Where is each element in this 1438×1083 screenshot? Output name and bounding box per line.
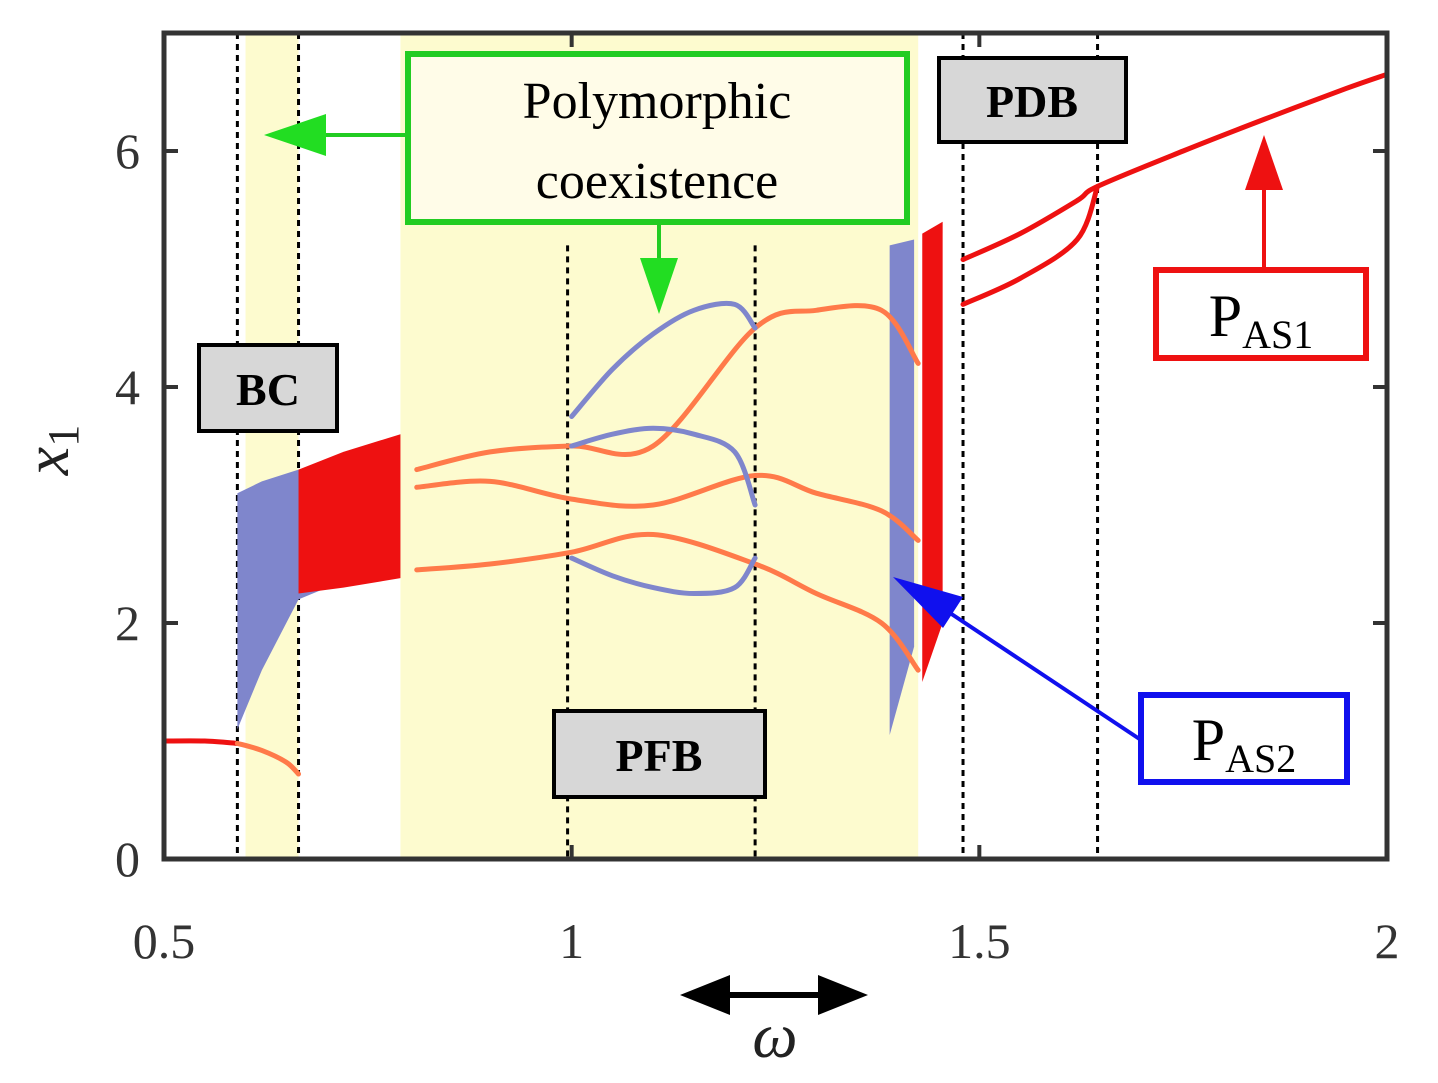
band-p-as1-chaotic-band-2 (922, 221, 943, 683)
pas2-label: PAS2 (1192, 707, 1297, 781)
coexistence-down-arrowhead (640, 258, 678, 314)
x-tick-label: 1 (559, 913, 584, 969)
y-axis-label-sub: 1 (39, 425, 88, 447)
series-orange-lower (414, 531, 921, 673)
series-blue-loop-lower (569, 555, 758, 597)
pas2-arrowhead (893, 577, 963, 628)
pas2-arrow-shaft (948, 611, 1143, 742)
band-p-as2-chaotic-band-2 (889, 239, 915, 736)
y-tick-label: 2 (115, 595, 140, 651)
shaded-region-coexistence-1 (245, 33, 299, 859)
bc-label: BC (236, 364, 300, 415)
plot-frame (161, 30, 1390, 862)
bc-box (197, 343, 339, 433)
coexistence-left-arrowhead (264, 114, 326, 156)
y-axis-label-main: x (11, 447, 82, 476)
pfb-label: PFB (616, 730, 703, 781)
series-blue-loop-upper (569, 300, 758, 419)
pas2-sub: AS2 (1225, 736, 1296, 781)
pfb-box (552, 709, 767, 799)
x-double-arrow-right-head (818, 975, 868, 1015)
series-orange-upper (414, 303, 921, 473)
series-blue-loop-middle (569, 425, 758, 508)
pas1-label: PAS1 (1209, 283, 1314, 357)
pas2-box (1138, 692, 1350, 785)
x-axis-label: ω (752, 1000, 797, 1071)
pdb-label: PDB (986, 76, 1078, 127)
y-tick-label: 6 (115, 123, 140, 179)
coexistence-box (405, 51, 910, 225)
y-tick-label: 4 (115, 359, 140, 415)
pdb-box (937, 56, 1128, 144)
pas1-arrowhead (1245, 135, 1283, 190)
y-axis-label: x1 (11, 425, 88, 476)
coexistence-line2: coexistence (536, 153, 779, 210)
x-tick-label: 0.5 (133, 913, 196, 969)
coexistence-line1: Polymorphic (523, 73, 792, 130)
pas2-main: P (1192, 707, 1225, 773)
band-p-as1-chaotic-band (298, 434, 401, 594)
series-p-as1-lower-branch (960, 183, 1101, 307)
y-tick-label: 0 (115, 831, 140, 887)
pas1-box (1153, 267, 1369, 361)
series-p-as1-low-frequency-branch (161, 738, 240, 746)
pas1-sub: AS1 (1242, 312, 1313, 357)
x-double-arrow-left-head (680, 975, 730, 1015)
x-tick-label: 2 (1375, 913, 1400, 969)
pas1-main: P (1209, 283, 1242, 349)
series-orange-middle (414, 472, 921, 543)
x-tick-label: 1.5 (948, 913, 1011, 969)
series-p-as2-low-frequency-branch (234, 740, 302, 777)
series-p-as1-upper-branch (960, 71, 1390, 263)
